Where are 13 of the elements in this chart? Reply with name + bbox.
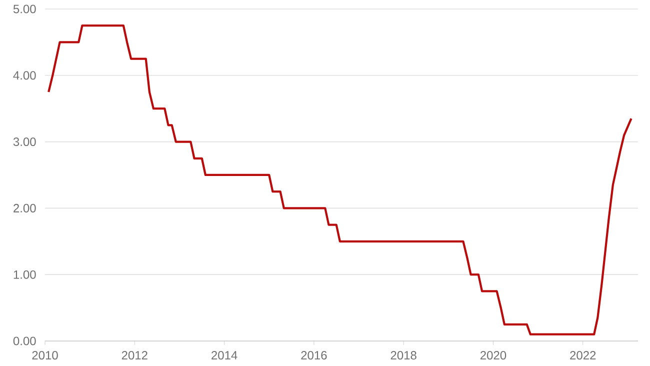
y-tick-label: 2.00 — [14, 204, 36, 212]
x-tick-label: 2020 — [480, 351, 506, 360]
y-tick-label: 1.00 — [14, 270, 36, 279]
x-tick-label: 2022 — [570, 351, 596, 360]
x-tick-label: 2012 — [122, 351, 148, 360]
x-tick-label: 2010 — [32, 351, 58, 360]
x-tick-label: 2018 — [390, 351, 416, 360]
x-tick-label: 2016 — [301, 351, 327, 360]
y-tick-label: 0.00 — [13, 336, 36, 346]
y-tick-label: 5.00 — [13, 4, 36, 14]
y-tick-label: 4.00 — [13, 71, 36, 80]
x-tick-label: 2014 — [212, 351, 238, 360]
y-tick-label: 3.00 — [13, 138, 36, 146]
